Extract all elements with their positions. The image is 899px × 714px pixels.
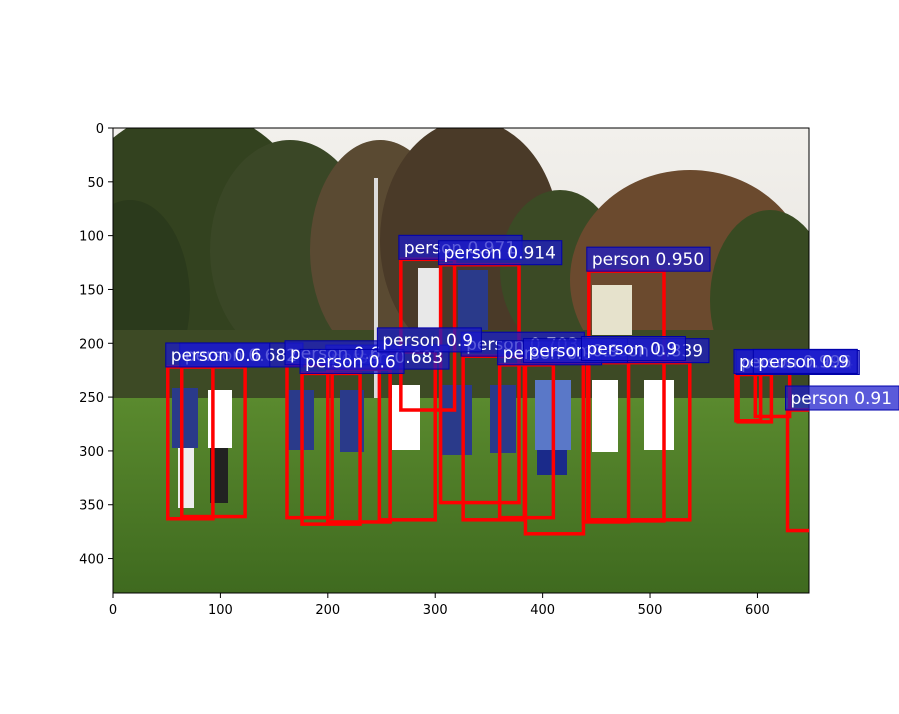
x-tick-label: 500	[638, 603, 663, 618]
detection-label: person 0.914	[444, 244, 556, 264]
y-tick-label: 350	[79, 499, 104, 514]
x-tick-label: 600	[745, 603, 770, 618]
x-tick-label: 200	[315, 603, 340, 618]
x-tick-label: 400	[530, 603, 555, 618]
detection-label-bg	[580, 336, 686, 361]
y-axis: 0 50 100 150 200 250 300 350 400	[79, 122, 113, 568]
y-tick-label: 50	[87, 176, 104, 191]
x-tick-label: 0	[109, 603, 117, 618]
y-tick-label: 0	[96, 122, 104, 137]
detection-label: person 0.91	[791, 389, 893, 409]
x-tick-label: 100	[208, 603, 233, 618]
detection-label-bg	[752, 348, 858, 374]
detection-label: person 0.950	[592, 250, 704, 270]
x-axis: 0 100 200 300 400 500 600	[109, 593, 770, 618]
y-tick-label: 250	[79, 391, 104, 406]
detection-label: person 0.9	[382, 331, 473, 351]
detection-label: person 0.6	[305, 352, 396, 372]
detection-label: person 0.9	[758, 352, 849, 372]
detection-label-bg	[376, 327, 482, 353]
detection-label-bg	[785, 385, 899, 411]
y-tick-label: 300	[79, 445, 104, 460]
detection-label-bg	[165, 342, 271, 368]
detection-label: person 0.6	[171, 346, 262, 366]
y-tick-label: 150	[79, 283, 104, 298]
y-tick-label: 200	[79, 337, 104, 352]
detection-label-bg	[299, 348, 405, 374]
detection-label-bg	[438, 240, 563, 266]
detection-label: person 0.9	[586, 340, 677, 360]
detection-label-bg	[586, 246, 711, 272]
x-tick-label: 300	[423, 603, 448, 618]
y-tick-label: 400	[79, 553, 104, 568]
y-tick-label: 100	[79, 230, 104, 245]
goal-post	[374, 178, 378, 408]
